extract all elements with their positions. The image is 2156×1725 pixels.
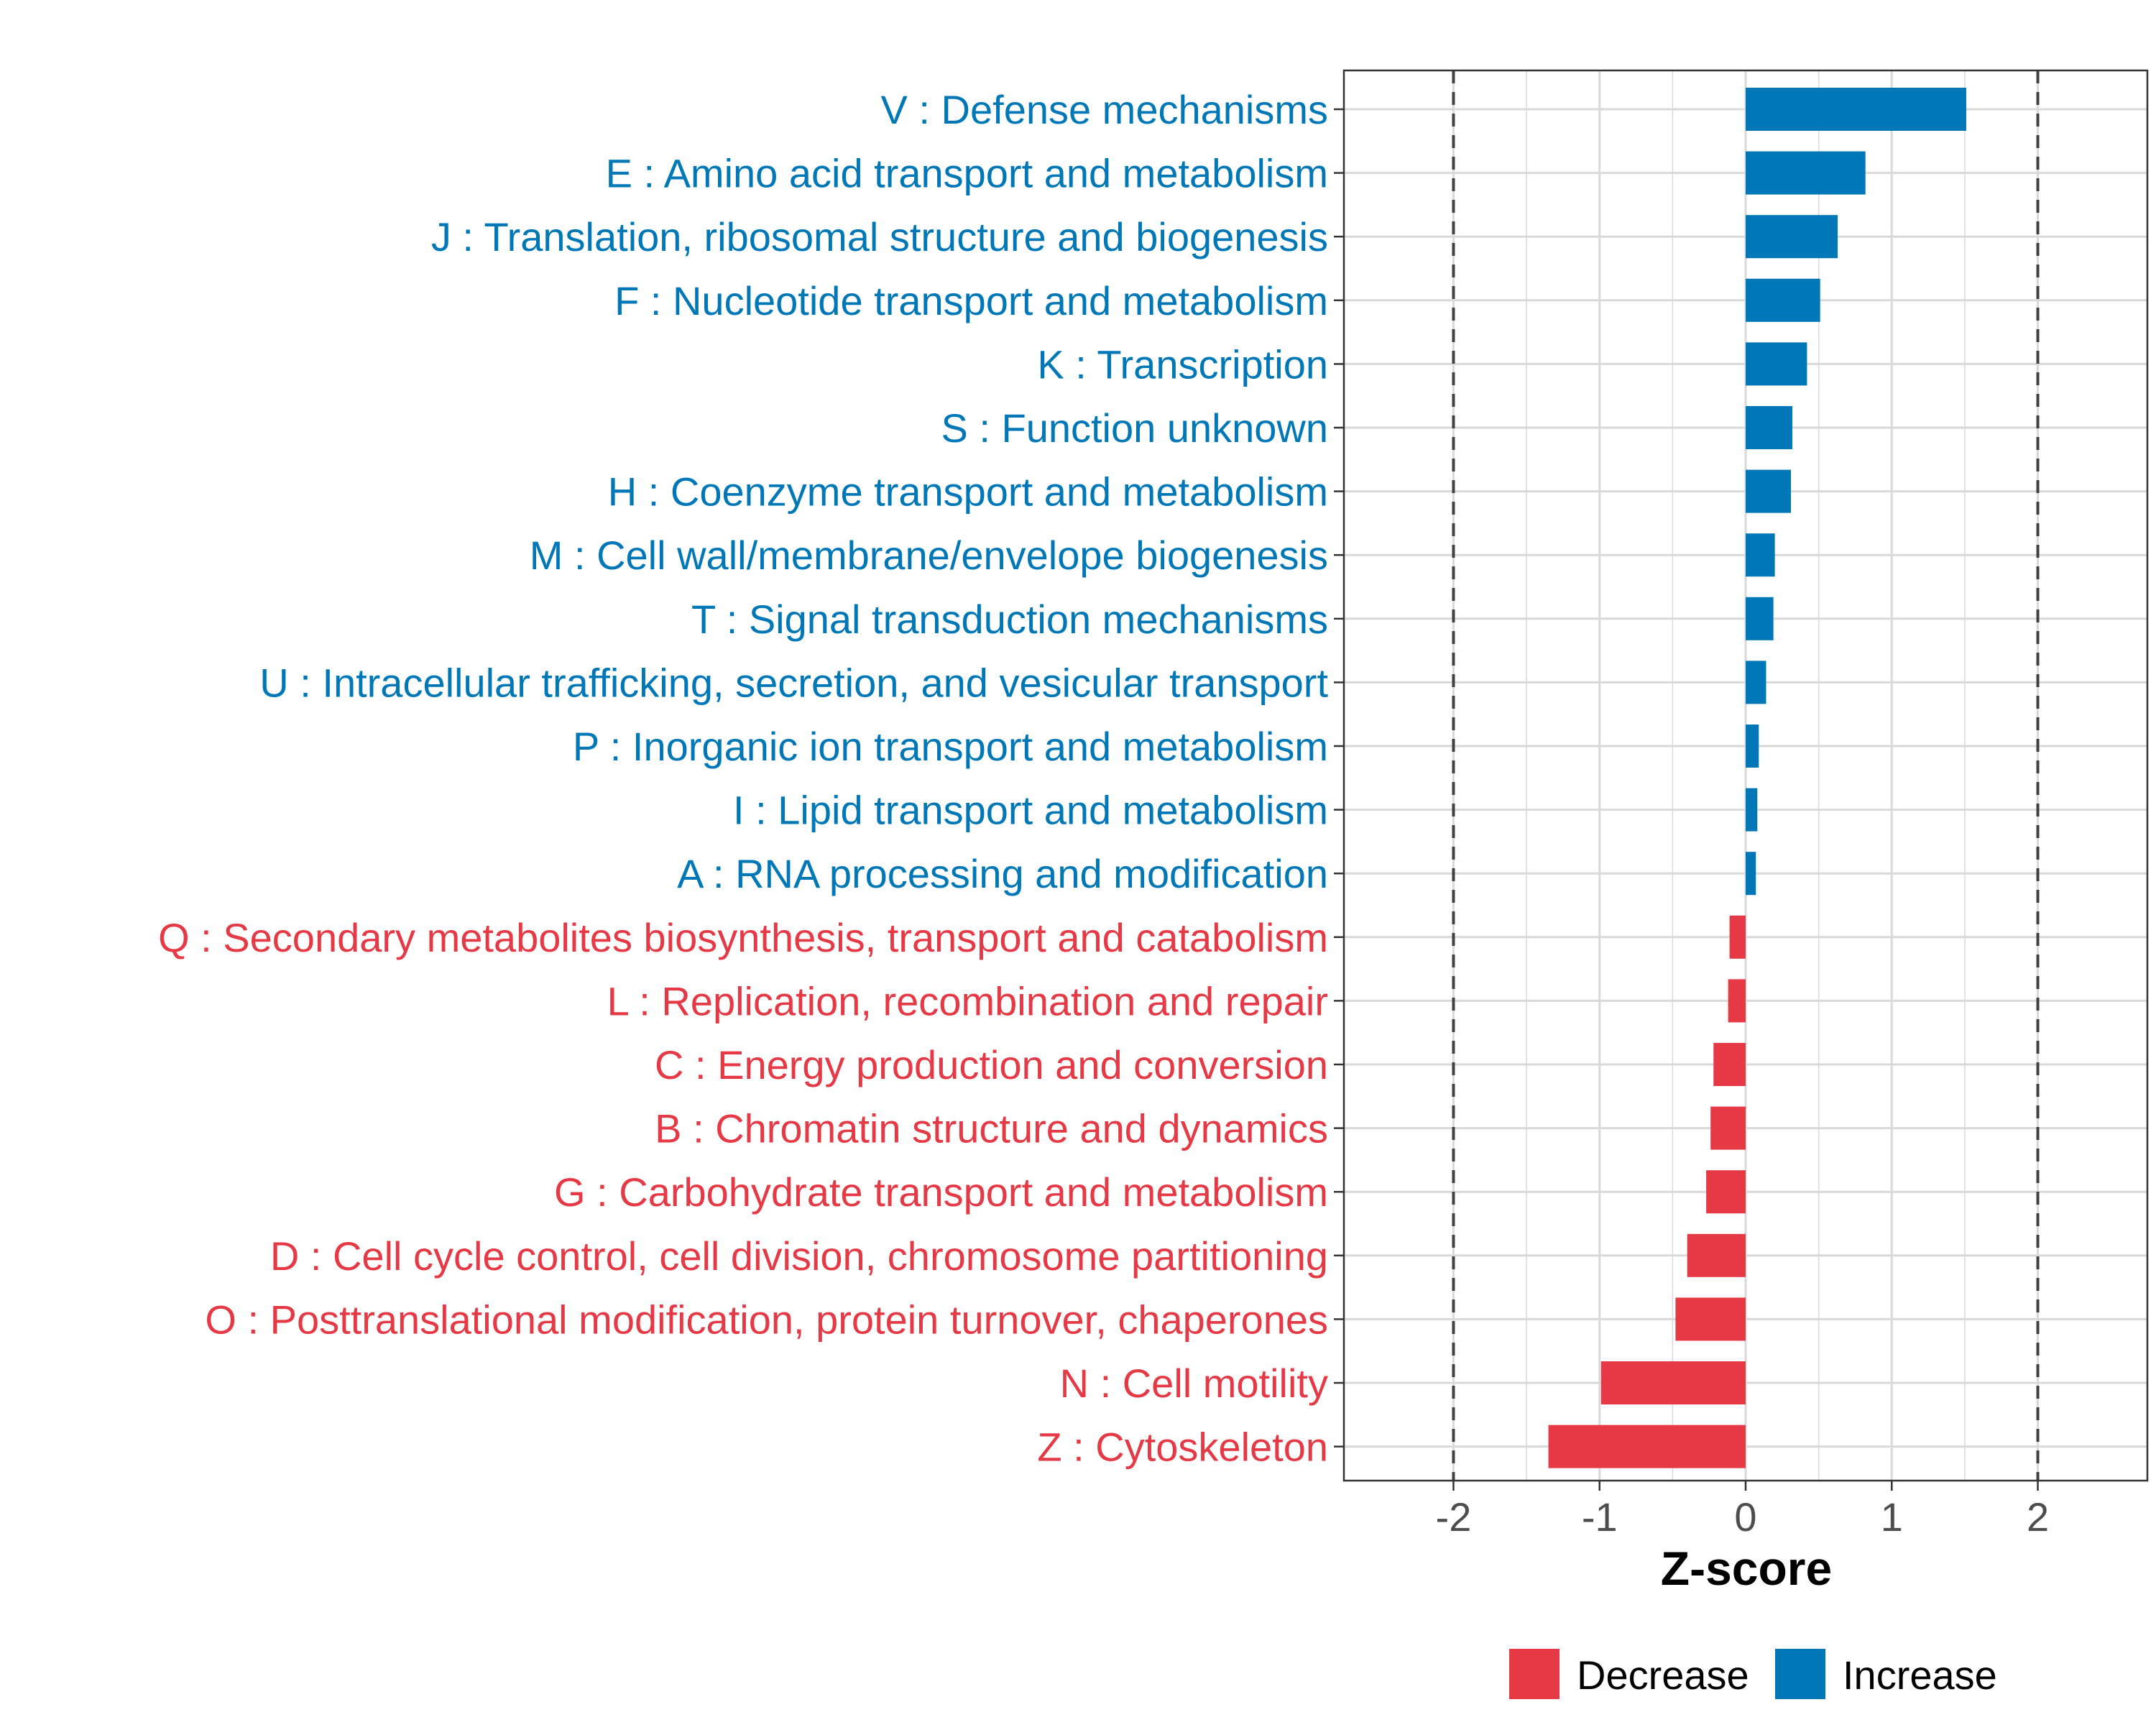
category-label: G : Carbohydrate transport and metabolis… bbox=[554, 1169, 1328, 1215]
bar bbox=[1728, 979, 1746, 1023]
category-label: T : Signal transduction mechanisms bbox=[691, 597, 1328, 642]
bar bbox=[1746, 278, 1820, 322]
category-label: F : Nucleotide transport and metabolism bbox=[614, 278, 1328, 323]
legend-swatch-decrease bbox=[1509, 1649, 1560, 1699]
category-label: M : Cell wall/membrane/envelope biogenes… bbox=[530, 533, 1328, 578]
bar bbox=[1713, 1043, 1746, 1086]
category-label: B : Chromatin structure and dynamics bbox=[655, 1106, 1328, 1151]
bar bbox=[1746, 661, 1766, 704]
category-label: Z : Cytoskeleton bbox=[1037, 1425, 1328, 1470]
category-label: I : Lipid transport and metabolism bbox=[733, 788, 1328, 833]
bar-layer bbox=[1548, 88, 1966, 1468]
x-tick-label: -2 bbox=[1436, 1494, 1472, 1540]
x-tick-label: 1 bbox=[1881, 1494, 1903, 1540]
bar bbox=[1687, 1233, 1746, 1277]
reference-line-layer bbox=[1452, 70, 2040, 1481]
bar bbox=[1746, 215, 1838, 259]
bar bbox=[1548, 1425, 1746, 1468]
bar bbox=[1746, 342, 1807, 386]
bar bbox=[1729, 915, 1746, 959]
category-label: P : Inorganic ion transport and metaboli… bbox=[573, 724, 1328, 769]
x-tick-label: -1 bbox=[1582, 1494, 1618, 1540]
category-label: H : Coenzyme transport and metabolism bbox=[608, 469, 1328, 515]
bar bbox=[1675, 1297, 1746, 1341]
category-label: E : Amino acid transport and metabolism bbox=[606, 151, 1328, 196]
bar bbox=[1746, 469, 1792, 513]
category-label: O : Posttranslational modification, prot… bbox=[205, 1297, 1328, 1342]
category-label: J : Translation, ribosomal structure and… bbox=[431, 214, 1328, 259]
bar bbox=[1746, 852, 1756, 896]
bar bbox=[1746, 533, 1775, 577]
legend: Decrease Increase bbox=[1509, 1649, 1997, 1699]
x-tick-label: 0 bbox=[1734, 1494, 1756, 1540]
x-axis-title: Z-score bbox=[1661, 1542, 1832, 1595]
category-label: D : Cell cycle control, cell division, c… bbox=[270, 1233, 1328, 1279]
bar bbox=[1746, 406, 1793, 449]
x-tick-layer: -2 -1 0 1 2 bbox=[1436, 1481, 2049, 1540]
bar bbox=[1746, 597, 1774, 640]
bar bbox=[1600, 1361, 1746, 1404]
x-tick-label: 2 bbox=[2027, 1494, 2049, 1540]
category-label-layer: V : Defense mechanisms E : Amino acid tra… bbox=[158, 87, 1328, 1470]
category-label: N : Cell motility bbox=[1060, 1361, 1328, 1406]
category-label: U : Intracellular trafficking, secretion… bbox=[259, 660, 1328, 705]
category-label: C : Energy production and conversion bbox=[655, 1042, 1328, 1087]
legend-swatch-increase bbox=[1775, 1649, 1825, 1699]
bar bbox=[1746, 788, 1758, 832]
category-label: V : Defense mechanisms bbox=[881, 87, 1328, 132]
bar bbox=[1746, 88, 1966, 131]
bar bbox=[1746, 724, 1759, 768]
bar bbox=[1746, 151, 1866, 195]
category-label: K : Transcription bbox=[1037, 341, 1328, 387]
legend-label-decrease: Decrease bbox=[1577, 1652, 1749, 1698]
category-label: S : Function unknown bbox=[941, 405, 1328, 451]
y-tick-layer bbox=[1334, 108, 1344, 1448]
legend-label-increase: Increase bbox=[1843, 1652, 1997, 1698]
category-label: Q : Secondary metabolites biosynthesis, … bbox=[158, 915, 1328, 960]
bar bbox=[1706, 1170, 1746, 1214]
category-label: A : RNA processing and modification bbox=[677, 851, 1328, 896]
bar bbox=[1710, 1106, 1746, 1150]
category-label: L : Replication, recombination and repai… bbox=[607, 978, 1328, 1024]
